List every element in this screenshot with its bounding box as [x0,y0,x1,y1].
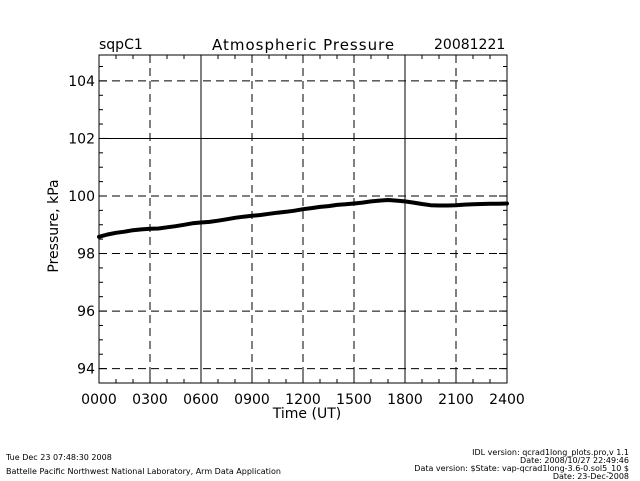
footer-data-date: Date: 23-Dec-2008 [552,472,629,481]
date-label: 20081221 [434,37,506,53]
footer-idl-version: IDL version: qcrad1long_plots.pro,v 1.1 [472,448,629,457]
footer-idl-date: Date: 2008/10/27 22:49:46 [520,456,629,465]
x-axis-label: Time (UT) [272,406,341,422]
y-tick-label: 102 [68,131,95,147]
x-tick-label: 2400 [489,392,525,408]
site-label: sqpC1 [99,37,143,53]
footer-data-version: Data version: $State: vap-qcrad1long-3.6… [414,464,629,473]
chart-title: Atmospheric Pressure [212,36,396,54]
footer-timestamp: Tue Dec 23 07:48:30 2008 [6,453,112,462]
series-layer [97,198,509,239]
x-tick-label: 1200 [285,392,321,408]
y-tick-label: 98 [77,247,95,263]
x-tick-label: 0000 [81,392,117,408]
x-tick-label: 1500 [336,392,372,408]
x-tick-label: 1800 [387,392,423,408]
x-tick-label: 0900 [234,392,270,408]
tick-labels: 0000 0300 0600 0900 1200 1500 1800 2100 2400 94 96… [68,74,525,408]
plot-frame [98,54,508,384]
y-tick-label: 96 [77,304,95,320]
y-tick-label: 100 [68,189,95,205]
y-tick-label: 104 [68,74,95,90]
y-axis-label: Pressure, kPa [46,179,62,272]
pressure-series-line [97,198,509,239]
x-tick-label: 0600 [183,392,219,408]
x-tick-label: 0300 [132,392,168,408]
y-tick-label: 94 [77,362,95,378]
axes [98,54,508,384]
x-tick-label: 2100 [438,392,474,408]
gridlines [99,55,507,383]
footer-institution: Battelle Pacific Northwest National Labo… [6,467,281,476]
